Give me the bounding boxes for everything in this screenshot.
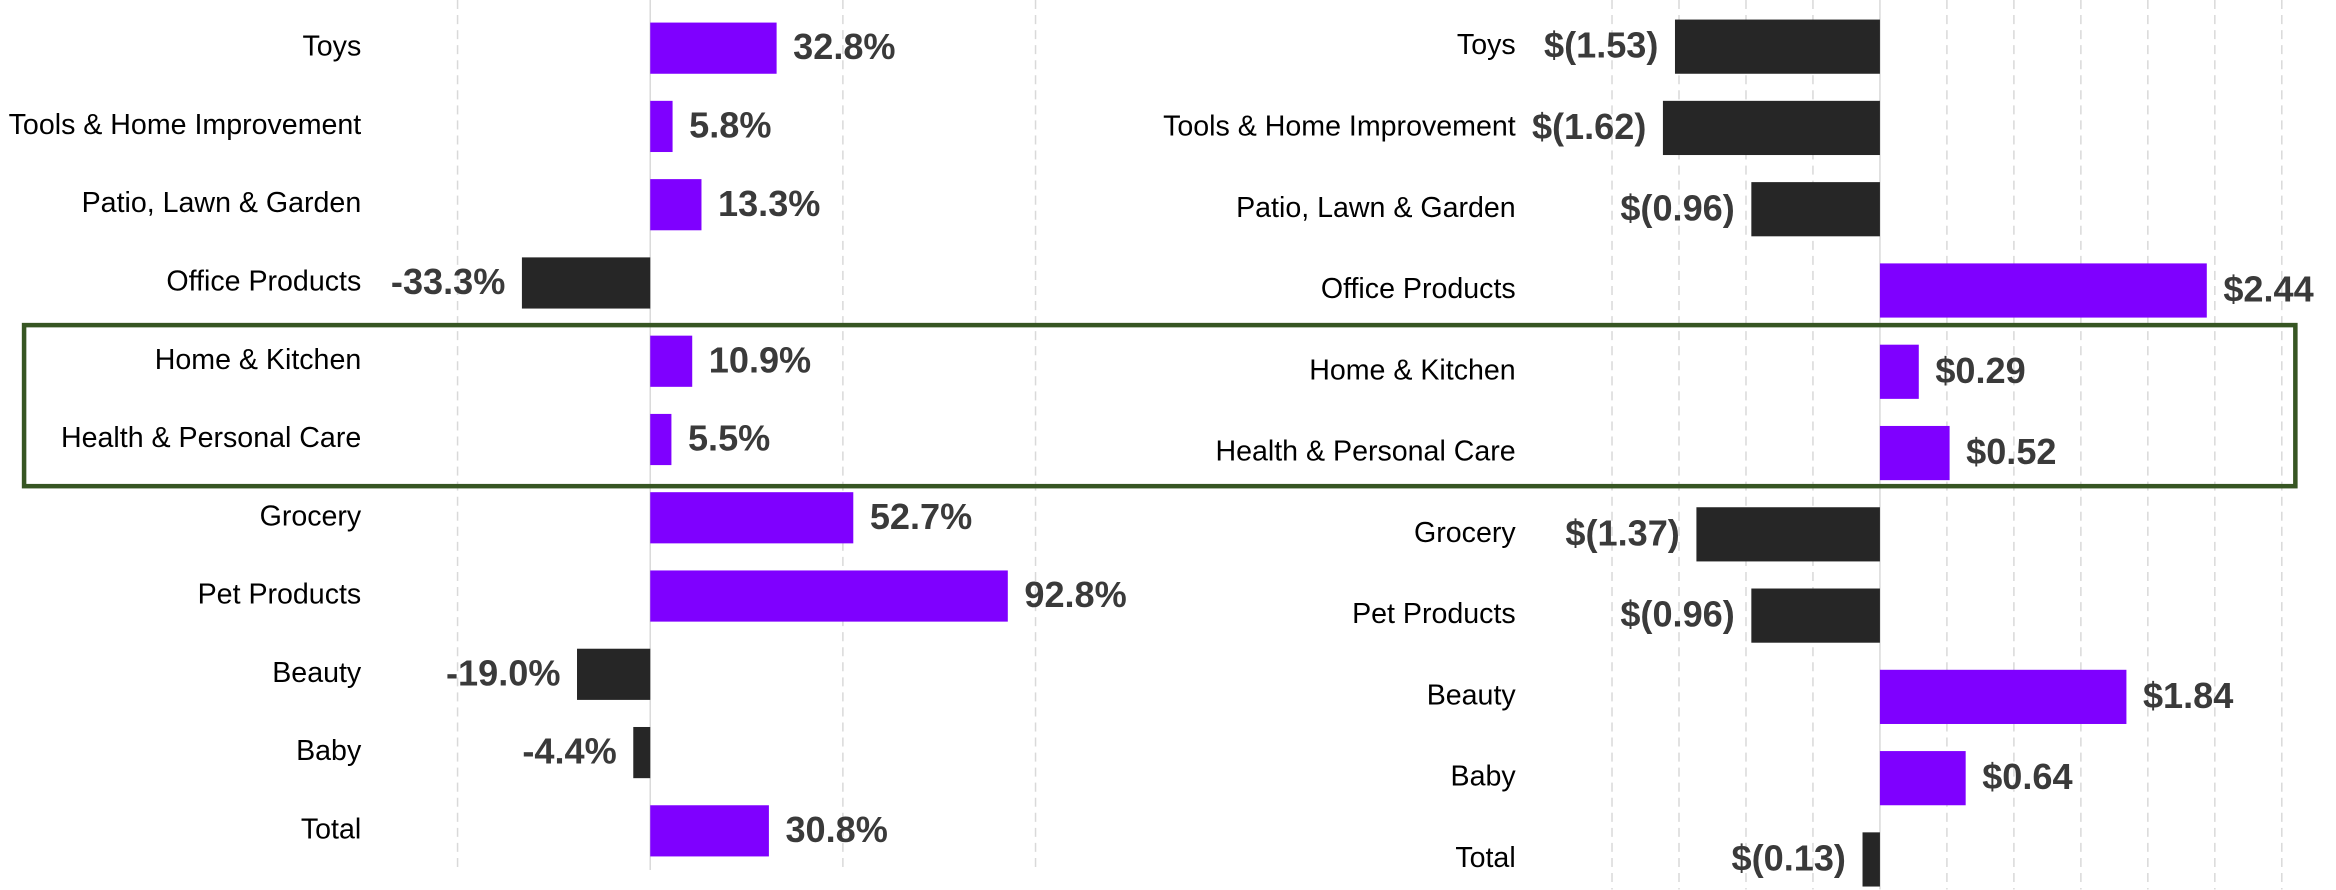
data-label: -33.3% [391,261,505,302]
category-label: Home & Kitchen [155,344,362,376]
category-label: Office Products [1321,273,1516,305]
data-label: $(0.96) [1620,594,1734,635]
category-label: Patio, Lawn & Garden [82,187,362,219]
category-label: Beauty [1427,679,1517,711]
data-label: $(0.96) [1620,187,1734,228]
bar [1674,19,1880,74]
bar [650,492,854,544]
bar [1751,588,1880,643]
category-label: Pet Products [1352,598,1516,630]
bar [1879,263,2207,318]
category-label: Baby [296,735,362,767]
data-label: $0.29 [1935,350,2025,391]
category-label: Tools & Home Improvement [1163,110,1516,142]
data-label: $1.84 [2143,675,2233,716]
category-label: Total [1455,842,1515,874]
category-label: Grocery [1414,517,1516,549]
bar [1879,751,1966,806]
bar [1696,507,1880,562]
category-label: Home & Kitchen [1309,354,1515,386]
bar [650,22,777,74]
bar [1879,344,1919,399]
bar [1879,425,1950,481]
highlight-box [21,322,2298,489]
data-label: $(1.62) [1532,106,1646,147]
data-label: $0.64 [1982,756,2072,797]
data-label: 5.5% [688,418,770,459]
bar [521,257,651,309]
category-label: Health & Personal Care [1215,436,1515,468]
bar [1662,100,1880,156]
category-label: Beauty [272,657,362,689]
category-label: Toys [302,31,361,63]
bar [577,648,651,700]
category-label: Health & Personal Care [61,422,361,454]
data-label: -19.0% [446,652,560,693]
data-label: 52.7% [870,496,972,537]
bar [650,335,693,387]
bar [1879,669,2127,724]
data-label: $2.44 [2223,269,2313,310]
category-label: Total [301,813,361,845]
bar [633,726,651,779]
bar [650,179,702,231]
bar [650,413,672,466]
data-label: 30.8% [785,809,887,850]
bar [650,100,673,153]
category-label: Grocery [260,500,362,532]
category-label: Tools & Home Improvement [9,109,362,141]
bar [650,570,1008,622]
data-label: 10.9% [709,339,811,380]
data-label: $(0.13) [1732,837,1846,878]
data-label: 5.8% [689,104,771,145]
data-label: 13.3% [718,183,820,224]
data-label: $0.52 [1966,431,2056,472]
data-label: -4.4% [522,731,616,772]
mark-layer: Toys 32.8% Tools & Home Improvement 5.8% Pat… [9,19,2314,887]
data-label: $(1.53) [1544,25,1658,66]
data-label: $(1.37) [1565,512,1679,553]
data-label: 32.8% [793,26,895,67]
category-label: Pet Products [198,579,362,611]
bar [1751,182,1880,237]
bar [1862,832,1880,887]
category-label: Baby [1451,761,1517,793]
bar [650,805,769,857]
category-label: Office Products [166,266,361,298]
category-label: Toys [1457,29,1516,61]
category-label: Patio, Lawn & Garden [1236,192,1516,224]
data-label: 92.8% [1024,574,1126,615]
